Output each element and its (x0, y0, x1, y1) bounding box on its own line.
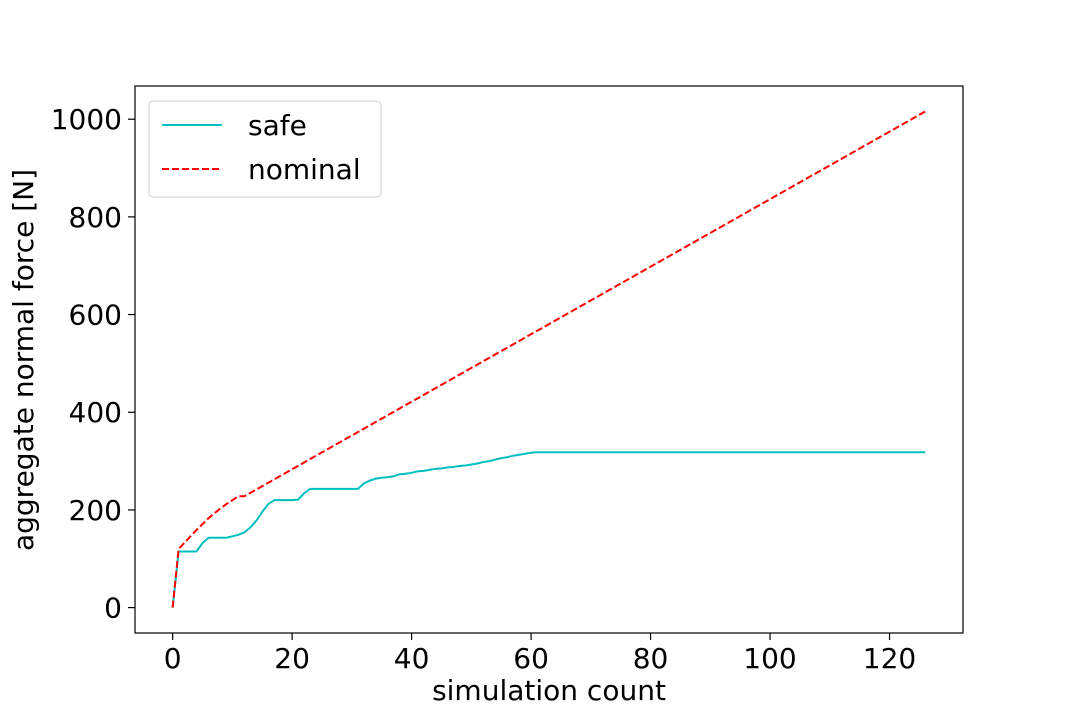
y-tick-label: 200 (69, 494, 122, 527)
legend-label-nominal: nominal (248, 153, 361, 186)
y-tick-label: 800 (69, 201, 122, 234)
y-tick-label: 400 (69, 396, 122, 429)
x-axis-ticks: 0 20 40 60 80 100 120 (164, 633, 916, 675)
x-tick-label: 0 (164, 642, 182, 675)
x-tick-label: 100 (743, 642, 796, 675)
y-tick-label: 600 (69, 299, 122, 332)
x-tick-label: 80 (633, 642, 669, 675)
x-tick-label: 120 (863, 642, 916, 675)
y-axis-ticks: 0 200 400 600 800 1000 (51, 103, 135, 625)
series-layer (171, 110, 926, 608)
legend: safe nominal (148, 100, 382, 198)
plot-frame (134, 85, 964, 634)
series-line-safe (171, 451, 926, 608)
y-tick-label: 1000 (51, 103, 122, 136)
y-tick-label: 0 (104, 592, 122, 625)
x-tick-label: 20 (274, 642, 310, 675)
x-tick-label: 60 (513, 642, 549, 675)
series-line-nominal (171, 110, 926, 608)
x-tick-label: 40 (394, 642, 430, 675)
y-axis-title: aggregate normal force [N] (7, 169, 40, 551)
x-axis-title: simulation count (432, 674, 666, 707)
legend-label-safe: safe (248, 109, 307, 142)
